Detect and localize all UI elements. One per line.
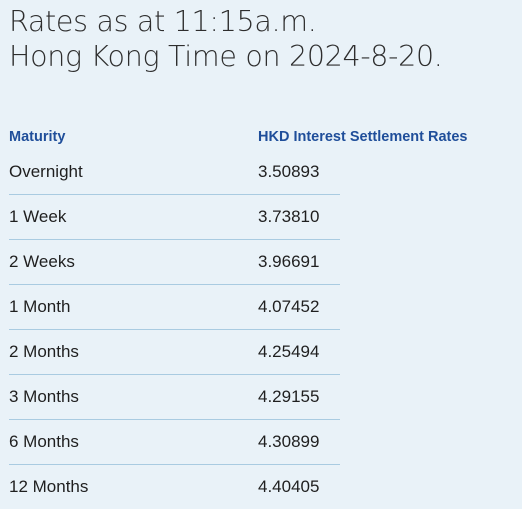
maturity-cell: 3 Months — [9, 387, 79, 406]
rate-column-header: HKD Interest Settlement Rates — [258, 129, 468, 145]
maturity-cell: 12 Months — [9, 477, 89, 496]
rate-cell: 3.50893 — [258, 162, 320, 181]
rate-cell: 3.73810 — [258, 207, 320, 226]
rate-cell: 4.40405 — [258, 477, 320, 496]
page-title: Rates as at 11:15a.m. Hong Kong Time on … — [9, 4, 443, 74]
rate-cell: 4.29155 — [258, 387, 320, 406]
rate-cell: 4.07452 — [258, 297, 320, 316]
maturity-cell: 6 Months — [9, 432, 79, 451]
rates-table: Overnight 3.50893 1 Week 3.73810 2 Weeks… — [9, 150, 340, 509]
rate-cell: 4.25494 — [258, 342, 320, 361]
maturity-cell: 2 Weeks — [9, 252, 75, 271]
maturity-cell: 2 Months — [9, 342, 79, 361]
maturity-column-header: Maturity — [9, 129, 66, 145]
table-row: 12 Months 4.40405 — [9, 465, 340, 509]
table-row: 3 Months 4.29155 — [9, 375, 340, 420]
table-row: 1 Month 4.07452 — [9, 285, 340, 330]
rate-cell: 4.30899 — [258, 432, 320, 451]
rate-cell: 3.96691 — [258, 252, 320, 271]
table-row: 2 Weeks 3.96691 — [9, 240, 340, 285]
page-title-line-1: Rates as at 11:15a.m. — [9, 5, 317, 38]
table-row: Overnight 3.50893 — [9, 150, 340, 195]
table-row: 6 Months 4.30899 — [9, 420, 340, 465]
table-row: 1 Week 3.73810 — [9, 195, 340, 240]
page-title-line-2: Hong Kong Time on 2024-8-20. — [9, 40, 443, 73]
maturity-cell: 1 Week — [9, 207, 67, 226]
maturity-cell: 1 Month — [9, 297, 71, 316]
maturity-cell: Overnight — [9, 162, 83, 181]
table-row: 2 Months 4.25494 — [9, 330, 340, 375]
